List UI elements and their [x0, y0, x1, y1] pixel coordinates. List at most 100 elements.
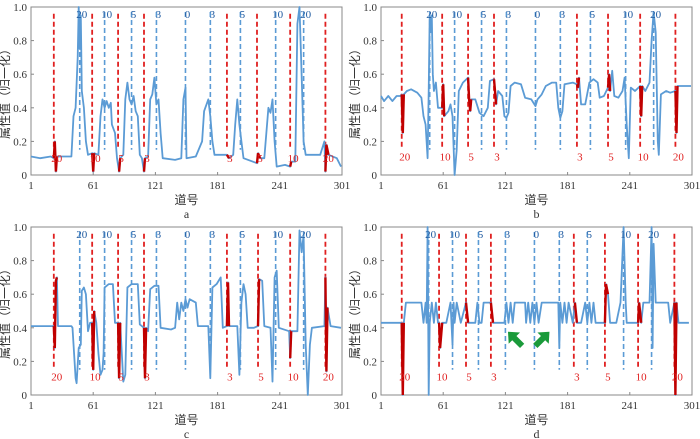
red-marker-label: 5: [466, 372, 472, 384]
red-marker-label: 3: [491, 372, 497, 384]
y-tick-label: 0.4: [13, 103, 27, 115]
red-marker-label: 20: [323, 153, 335, 165]
blue-marker-label: 3: [559, 229, 565, 241]
red-marker-label: 20: [51, 372, 63, 384]
x-tick-label: 301: [334, 180, 351, 192]
blue-marker-label: 5: [240, 229, 246, 241]
red-marker-label: 5: [258, 372, 264, 384]
y-tick-label: 0.8: [363, 36, 377, 48]
red-marker-label: 10: [440, 152, 452, 164]
blue-marker-label: 3: [210, 229, 216, 241]
x-tick-label: 301: [684, 180, 700, 192]
red-marker-label: 5: [118, 153, 124, 165]
red-marker-label: 5: [605, 372, 611, 384]
blue-marker-label: 5: [587, 229, 593, 241]
red-highlight-segment: [225, 154, 231, 159]
x-tick-label: 121: [147, 400, 164, 412]
red-marker-label: 10: [437, 372, 449, 384]
x-tick-label: 61: [438, 180, 449, 192]
blue-marker-label: 3: [210, 9, 216, 21]
blue-marker-label: 5: [240, 9, 246, 21]
red-highlight-segment: [52, 277, 59, 349]
blue-marker-label: 10: [101, 229, 113, 241]
blue-marker-label: 3: [156, 229, 162, 241]
green-arrow-icon: [533, 331, 550, 349]
y-tick-label: 0: [22, 390, 28, 402]
red-highlight-segment: [575, 77, 581, 88]
red-highlight-segment: [289, 331, 293, 359]
red-marker-label: 10: [288, 153, 300, 165]
blue-marker-label: 5: [481, 9, 487, 21]
blue-marker-label: 3: [156, 9, 162, 21]
red-highlight-segment: [636, 302, 643, 323]
y-axis-label: 属性值（归一化）: [347, 263, 362, 359]
panel-b: 1 61 121 181 241 30100.20.40.60.81.0道号属性值（归一化…: [347, 2, 700, 221]
red-highlight-segment: [91, 310, 96, 370]
red-marker-label: 5: [468, 152, 474, 164]
red-marker-label: 20: [673, 152, 685, 164]
x-tick-label: 1: [378, 400, 384, 412]
red-marker-label: 10: [638, 152, 650, 164]
blue-marker-label: 20: [650, 9, 662, 21]
red-highlight-segment: [116, 322, 122, 379]
red-marker-label: 10: [90, 153, 102, 165]
blue-marker-label: 10: [272, 9, 284, 21]
y-tick-label: 0: [372, 390, 378, 402]
x-tick-label: 1: [28, 400, 34, 412]
y-tick-label: 0.4: [13, 323, 27, 335]
x-tick-label: 241: [272, 180, 289, 192]
red-highlight-segment: [117, 158, 122, 172]
red-highlight-segment: [674, 85, 679, 134]
panel-a: 1 61 121 181 241 30100.20.40.60.81.0道号属性值（归一化…: [0, 2, 350, 221]
red-marker-label: 10: [288, 372, 300, 384]
x-tick-label: 61: [438, 400, 449, 412]
red-highlight-segment: [400, 94, 405, 134]
x-tick-label: 181: [559, 180, 576, 192]
y-tick-label: 1.0: [13, 2, 27, 14]
blue-marker-label: 0: [534, 229, 540, 241]
red-highlight-segment: [489, 302, 495, 323]
series-line: [30, 6, 342, 173]
red-marker-label: 20: [399, 152, 411, 164]
y-tick-label: 0.6: [363, 289, 377, 301]
red-highlight-segment: [400, 322, 405, 396]
red-highlight-segment: [492, 79, 498, 105]
blue-marker-label: 0: [185, 9, 191, 21]
blue-marker-label: 20: [648, 229, 660, 241]
red-highlight-segment: [324, 277, 329, 372]
red-marker-label: 3: [494, 152, 500, 164]
x-axis-label: 道号: [524, 413, 548, 427]
blue-marker-label: 3: [560, 9, 566, 21]
blue-marker-label: 5: [478, 229, 484, 241]
red-highlight-segment: [673, 302, 678, 396]
red-highlight-segment: [466, 77, 473, 112]
blue-marker-label: 20: [300, 9, 312, 21]
y-tick-label: 0.2: [13, 356, 27, 368]
red-highlight-segment: [142, 158, 147, 172]
red-marker-label: 3: [227, 153, 233, 165]
x-tick-label: 301: [334, 400, 351, 412]
blue-marker-label: 20: [425, 229, 437, 241]
red-highlight-segment: [255, 152, 262, 164]
y-axis-label: 属性值（归一化）: [0, 43, 12, 139]
panel-label: b: [534, 207, 540, 221]
red-marker-label: 10: [90, 372, 102, 384]
blue-marker-label: 3: [506, 9, 512, 21]
y-axis-label: 属性值（归一化）: [347, 43, 362, 139]
blue-marker-label: 10: [272, 229, 284, 241]
blue-marker-label: 10: [101, 9, 113, 21]
red-highlight-segment: [603, 283, 610, 323]
x-tick-label: 301: [684, 400, 700, 412]
arrow-shape: [507, 331, 525, 349]
blue-marker-label: 5: [131, 9, 137, 21]
x-axis-label: 道号: [174, 413, 198, 427]
x-axis-label: 道号: [524, 193, 548, 207]
blue-marker-label: 20: [426, 9, 438, 21]
blue-marker-label: 10: [622, 9, 634, 21]
red-highlight-segment: [606, 74, 612, 92]
red-marker-label: 10: [636, 372, 648, 384]
x-tick-label: 121: [147, 180, 164, 192]
panel-c: 1 61 121 181 241 30100.20.40.60.81.0道号属性值（归一化…: [0, 222, 350, 439]
